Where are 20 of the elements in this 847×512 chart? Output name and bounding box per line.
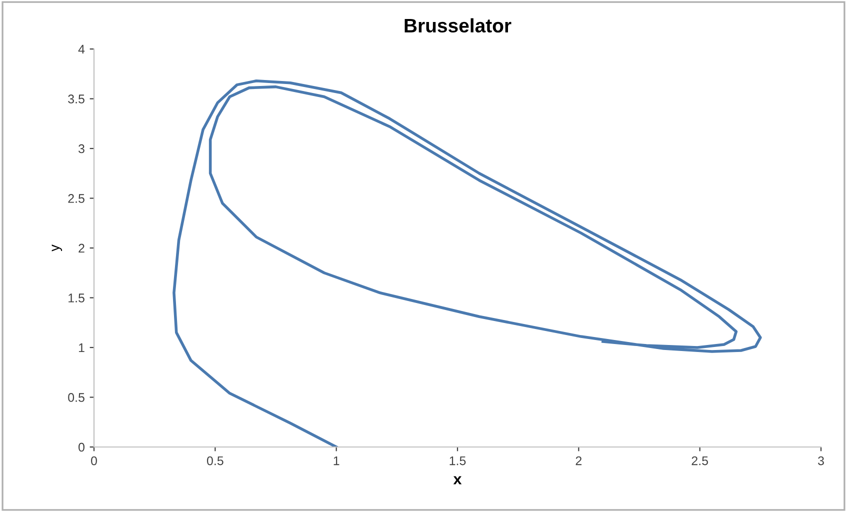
x-tick-label: 2.5 (692, 456, 708, 466)
x-tick-label: 2 (576, 456, 582, 466)
y-tick-label: 0 (78, 442, 84, 452)
chart-title: Brusselator (404, 18, 512, 33)
y-axis-title: y (52, 244, 62, 252)
x-tick-label: 1.5 (450, 456, 466, 466)
x-axis-title: x (453, 476, 462, 484)
y-tick-label: 0.5 (68, 393, 84, 402)
y-tick-label: 2 (78, 244, 84, 253)
y-tick-label: 4 (78, 44, 85, 54)
y-tick-label: 3 (78, 144, 84, 154)
x-tick-label: 0.5 (206, 456, 224, 466)
line-series (172, 79, 762, 447)
y-tick-label: 1 (78, 343, 84, 352)
y-tick-label: 3.5 (68, 94, 84, 104)
x-tick-label: 3 (818, 456, 824, 466)
x-tick-label: 0 (91, 456, 97, 466)
y-tick-label: 2.5 (68, 194, 84, 203)
x-tick-label: 1 (334, 456, 340, 466)
y-tick-label: 1.5 (68, 294, 84, 302)
